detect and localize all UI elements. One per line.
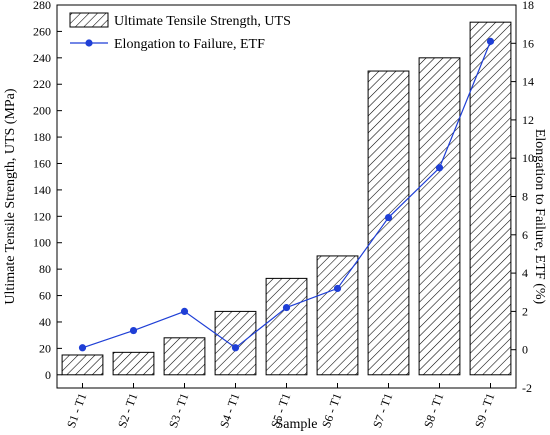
bar xyxy=(163,337,206,376)
right-tick-label: 6 xyxy=(522,228,528,242)
x-tick-label: S3 - T1 xyxy=(166,391,191,429)
etf-point xyxy=(180,307,189,315)
y-axis-right-title: Elongation to Failure, ETF (%) xyxy=(532,129,547,305)
etf-point xyxy=(282,303,291,312)
etf-point xyxy=(78,344,87,352)
right-tick-label: -2 xyxy=(522,381,532,395)
legend-uts-label: Ultimate Tensile Strength, UTS xyxy=(114,14,291,29)
left-tick-label: 120 xyxy=(33,209,51,223)
right-tick-label: 4 xyxy=(522,266,528,280)
uts-bars xyxy=(61,21,512,376)
x-tick-label: S7 - T1 xyxy=(370,391,395,429)
x-axis-title: Sample xyxy=(276,417,318,432)
left-tick-label: 160 xyxy=(33,156,51,170)
right-tick-label: 18 xyxy=(522,0,534,12)
x-tick-label: S4 - T1 xyxy=(217,391,242,429)
etf-series xyxy=(78,37,495,352)
bar xyxy=(61,354,104,376)
etf-point xyxy=(435,164,444,172)
left-tick-label: 100 xyxy=(33,236,51,250)
left-tick-label: 280 xyxy=(33,0,51,12)
right-tick-label: 16 xyxy=(522,36,534,50)
left-tick-label: 20 xyxy=(39,341,51,355)
left-axis: 0 20 40 60 80 100 120 140 160 180 200 220 240 260 280 xyxy=(33,0,62,382)
bar xyxy=(469,21,512,376)
right-tick-label: 14 xyxy=(522,75,534,89)
left-tick-label: 140 xyxy=(33,183,51,197)
x-tick-label: S6 - T1 xyxy=(319,391,344,429)
left-tick-label: 260 xyxy=(33,24,51,38)
left-tick-label: 220 xyxy=(33,77,51,91)
x-tick-label: S1 - T1 xyxy=(64,391,89,429)
bar xyxy=(367,70,410,376)
left-tick-label: 180 xyxy=(33,130,51,144)
y-axis-left-title: Ultimate Tensile Strength, UTS (MPa) xyxy=(3,88,18,304)
etf-point xyxy=(333,284,342,293)
left-tick-label: 80 xyxy=(39,262,51,276)
bar xyxy=(214,310,257,376)
etf-point xyxy=(129,326,138,335)
left-tick-label: 40 xyxy=(39,315,51,329)
legend-etf-marker xyxy=(85,39,93,47)
legend: Ultimate Tensile Strength, UTS Elongatio… xyxy=(69,12,291,52)
right-tick-label: 12 xyxy=(522,113,534,127)
etf-point xyxy=(486,37,495,45)
etf-point xyxy=(384,213,393,222)
left-tick-label: 60 xyxy=(39,289,51,303)
x-tick-label: S8 - T1 xyxy=(421,391,446,429)
left-tick-label: 200 xyxy=(33,104,51,118)
right-tick-label: 8 xyxy=(522,190,528,204)
right-tick-label: 0 xyxy=(522,343,528,357)
left-tick-label: 240 xyxy=(33,51,51,65)
legend-uts-swatch xyxy=(69,12,109,28)
x-tick-label: S2 - T1 xyxy=(115,391,140,429)
right-tick-label: 2 xyxy=(522,304,528,318)
bar xyxy=(316,255,359,376)
bar xyxy=(112,351,155,376)
etf-point xyxy=(231,344,240,352)
bar xyxy=(265,277,308,376)
x-tick-label: S9 - T1 xyxy=(472,391,497,429)
right-axis: -2 0 2 4 6 8 10 12 14 16 18 xyxy=(511,0,534,395)
bar xyxy=(418,57,461,376)
left-tick-label: 0 xyxy=(45,368,51,382)
right-tick-label: 10 xyxy=(522,151,534,165)
legend-etf-label: Elongation to Failure, ETF xyxy=(114,37,265,52)
